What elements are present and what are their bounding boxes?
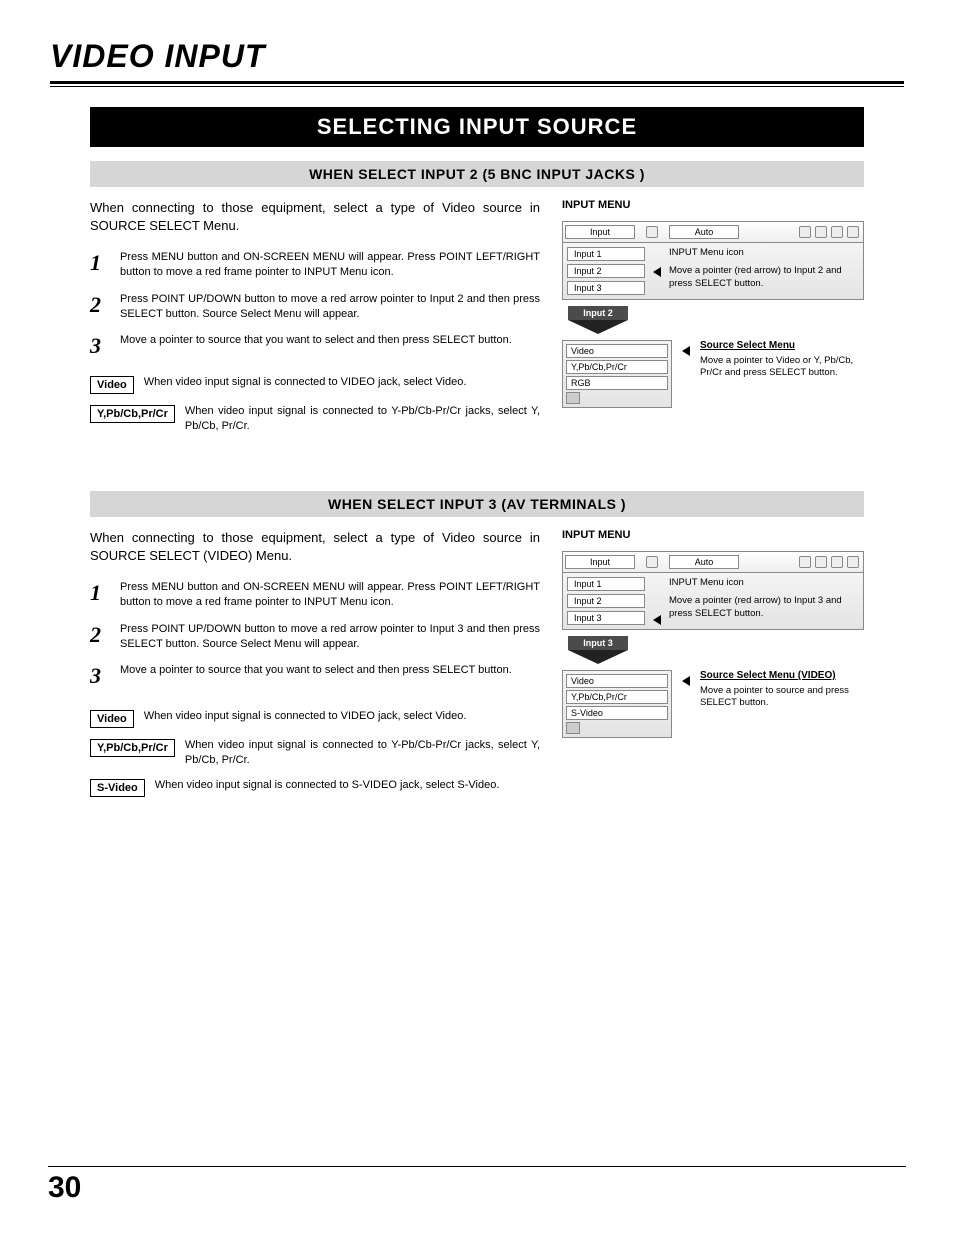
option-text: When video input signal is connected to … bbox=[144, 709, 540, 724]
source-back-icon bbox=[566, 392, 580, 404]
input-button: Input bbox=[565, 225, 635, 239]
section2-option-video: Video When video input signal is connect… bbox=[90, 709, 540, 728]
note-input-icon: INPUT Menu icon bbox=[669, 247, 859, 259]
source-item: Video bbox=[566, 674, 668, 688]
section1-option-ypbcb: Y,Pb/Cb,Pr/Cr When video input signal is… bbox=[90, 404, 540, 434]
section2-step-1: 1 Press MENU button and ON-SCREEN MENU w… bbox=[90, 580, 540, 610]
input-item: Input 2 bbox=[567, 594, 645, 608]
arrow-left-icon bbox=[682, 676, 690, 686]
toolbar-icon bbox=[831, 556, 843, 568]
section1-step-3: 3 Move a pointer to source that you want… bbox=[90, 333, 540, 357]
page-title: VIDEO INPUT bbox=[50, 38, 904, 79]
down-triangle-icon bbox=[568, 320, 628, 334]
source-back-icon bbox=[566, 722, 580, 734]
note-pointer: Move a pointer (red arrow) to Input 3 an… bbox=[669, 595, 859, 620]
step-number: 1 bbox=[90, 250, 108, 280]
section2-option-svideo: S-Video When video input signal is conne… bbox=[90, 778, 540, 797]
step-text: Move a pointer to source that you want t… bbox=[120, 663, 540, 687]
source-select-heading: Source Select Menu bbox=[700, 340, 864, 351]
option-label: Video bbox=[90, 376, 134, 394]
step-text: Press POINT UP/DOWN button to move a red… bbox=[120, 292, 540, 322]
section-black-bar: SELECTING INPUT SOURCE bbox=[90, 107, 864, 147]
input-item: Input 2 bbox=[567, 264, 645, 278]
input-item: Input 1 bbox=[567, 577, 645, 591]
source-select-heading: Source Select Menu (VIDEO) bbox=[700, 670, 864, 681]
step-text: Press POINT UP/DOWN button to move a red… bbox=[120, 622, 540, 652]
arrow-left-icon bbox=[653, 267, 661, 277]
source-select-note: Move a pointer to Video or Y, Pb/Cb, Pr/… bbox=[700, 355, 864, 380]
down-arrow-label: Input 2 bbox=[568, 306, 628, 320]
section2-option-ypbcb: Y,Pb/Cb,Pr/Cr When video input signal is… bbox=[90, 738, 540, 768]
step-number: 3 bbox=[90, 663, 108, 687]
section1-option-video: Video When video input signal is connect… bbox=[90, 375, 540, 394]
step-text: Press MENU button and ON-SCREEN MENU wil… bbox=[120, 580, 540, 610]
step-number: 2 bbox=[90, 292, 108, 322]
toolbar-icon bbox=[831, 226, 843, 238]
input-menu-bar: Input Auto bbox=[562, 551, 864, 573]
option-text: When video input signal is connected to … bbox=[155, 778, 540, 793]
source-item: Y,Pb/Cb,Pr/Cr bbox=[566, 690, 668, 704]
toolbar-icon bbox=[799, 556, 811, 568]
section2-heading: WHEN SELECT INPUT 3 (AV TERMINALS ) bbox=[90, 491, 864, 517]
section2-diagram: Input Auto Input 1 Input 2 bbox=[562, 551, 864, 811]
source-select-panel: Video Y,Pb/Cb,Pr/Cr RGB bbox=[562, 340, 672, 408]
option-text: When video input signal is connected to … bbox=[144, 375, 540, 390]
rule-thick bbox=[50, 81, 904, 84]
input-menu-bar: Input Auto bbox=[562, 221, 864, 243]
source-item: RGB bbox=[566, 376, 668, 390]
step-number: 1 bbox=[90, 580, 108, 610]
input-item: Input 3 bbox=[567, 611, 645, 625]
nav-icon bbox=[646, 556, 658, 568]
arrow-left-icon bbox=[653, 615, 661, 625]
input-menu-body: Input 1 Input 2 Input 3 INPUT Menu icon … bbox=[562, 573, 864, 630]
source-item: Y,Pb/Cb,Pr/Cr bbox=[566, 360, 668, 374]
section2-menu-label: INPUT MENU bbox=[562, 529, 864, 541]
auto-button: Auto bbox=[669, 555, 739, 569]
down-triangle-icon bbox=[568, 650, 628, 664]
toolbar-icon bbox=[799, 226, 811, 238]
rule-thin bbox=[50, 86, 904, 87]
down-arrow: Input 2 bbox=[568, 306, 628, 334]
section2-step-3: 3 Move a pointer to source that you want… bbox=[90, 663, 540, 687]
option-label: S-Video bbox=[90, 779, 145, 797]
source-select-note: Move a pointer to source and press SELEC… bbox=[700, 685, 864, 710]
option-label: Y,Pb/Cb,Pr/Cr bbox=[90, 405, 175, 423]
down-arrow: Input 3 bbox=[568, 636, 628, 664]
note-pointer: Move a pointer (red arrow) to Input 2 an… bbox=[669, 265, 859, 290]
input-button: Input bbox=[565, 555, 635, 569]
arrow-left-icon bbox=[682, 346, 690, 356]
page-number: 30 bbox=[48, 1171, 81, 1205]
step-number: 3 bbox=[90, 333, 108, 357]
nav-icon bbox=[646, 226, 658, 238]
option-label: Y,Pb/Cb,Pr/Cr bbox=[90, 739, 175, 757]
section1-menu-label: INPUT MENU bbox=[562, 199, 864, 211]
auto-button: Auto bbox=[669, 225, 739, 239]
section1-diagram: Input Auto Input 1 Input 2 bbox=[562, 221, 864, 481]
step-text: Move a pointer to source that you want t… bbox=[120, 333, 540, 357]
note-input-icon: INPUT Menu icon bbox=[669, 577, 859, 589]
input-item: Input 3 bbox=[567, 281, 645, 295]
toolbar-icon bbox=[847, 226, 859, 238]
footer-rule bbox=[48, 1166, 906, 1167]
toolbar-icon bbox=[815, 556, 827, 568]
option-label: Video bbox=[90, 710, 134, 728]
step-number: 2 bbox=[90, 622, 108, 652]
toolbar-icon bbox=[847, 556, 859, 568]
section2-intro: When connecting to those equipment, sele… bbox=[90, 529, 540, 564]
step-text: Press MENU button and ON-SCREEN MENU wil… bbox=[120, 250, 540, 280]
section1-step-1: 1 Press MENU button and ON-SCREEN MENU w… bbox=[90, 250, 540, 280]
down-arrow-label: Input 3 bbox=[568, 636, 628, 650]
source-item: S-Video bbox=[566, 706, 668, 720]
input-item: Input 1 bbox=[567, 247, 645, 261]
input-menu-body: Input 1 Input 2 Input 3 INPUT Menu icon … bbox=[562, 243, 864, 300]
source-select-panel: Video Y,Pb/Cb,Pr/Cr S-Video bbox=[562, 670, 672, 738]
section1-heading: WHEN SELECT INPUT 2 (5 BNC INPUT JACKS ) bbox=[90, 161, 864, 187]
option-text: When video input signal is connected to … bbox=[185, 404, 540, 434]
section1-intro: When connecting to those equipment, sele… bbox=[90, 199, 540, 234]
section2-step-2: 2 Press POINT UP/DOWN button to move a r… bbox=[90, 622, 540, 652]
section1-step-2: 2 Press POINT UP/DOWN button to move a r… bbox=[90, 292, 540, 322]
toolbar-icon bbox=[815, 226, 827, 238]
source-item: Video bbox=[566, 344, 668, 358]
option-text: When video input signal is connected to … bbox=[185, 738, 540, 768]
